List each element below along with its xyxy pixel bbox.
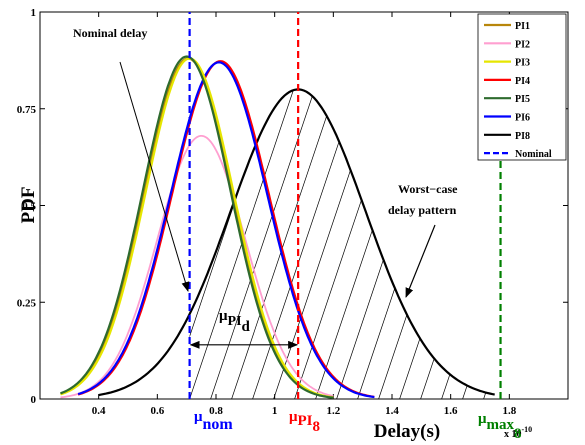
nominal-delay-arrow [119,61,190,292]
mu-pid-annotation: μPId [219,308,251,335]
x-tick-label: 1.2 [326,405,340,417]
x-axis-label: Delay(s) [374,421,440,442]
legend-label-nominal: Nominal [515,149,552,160]
worst-case-arrow [405,224,436,298]
series-pi5-curve [60,55,334,399]
x-tick-label: 0.6 [150,405,164,417]
x-tick-label: 1.6 [444,405,458,417]
x-tick-label: 0.8 [209,405,223,417]
legend-label-pi8: PI8 [515,131,530,142]
worst-case-annotation-line1: Worst−case [398,182,458,196]
series-pi8-curve [98,88,495,397]
hatch-line [231,89,362,400]
y-tick-label: 0.25 [17,297,37,309]
mu-nom-marker: μnom [194,409,233,433]
x-axis-exponent: x 10-10 [504,425,532,440]
y-axis-label: PDF [18,187,39,224]
legend-label-pi6: PI6 [515,113,530,124]
x-tick-label: 1 [272,405,278,417]
worst-case-annotation-line2: delay pattern [388,203,457,217]
mean-lines [188,12,502,399]
legend-label-pi2: PI2 [515,39,530,50]
legend: PI1 PI2 PI3 PI4 PI5 PI6 PI8 Nominal [477,13,567,161]
axis-ticks: 0.4 0.6 0.8 1 1.2 1.4 1.6 1.8 0 0.25 0.5 0.75 1 [17,7,568,417]
x-tick-label: 0.4 [92,405,106,417]
series-pi6-curve [77,61,375,399]
hatch-line [568,12,585,399]
x-tick-label: 1.4 [385,405,399,417]
mu-pi8-marker: μPI8 [289,409,320,435]
hatch-line [0,12,5,399]
series-pi4-curve [77,60,375,398]
y-tick-label: 0.75 [17,104,37,116]
nominal-delay-annotation: Nominal delay [73,26,147,40]
legend-label-pi3: PI3 [515,58,530,69]
legend-label-pi1: PI1 [515,21,530,32]
hatch-line [273,89,404,400]
y-tick-label: 1 [31,7,37,19]
series-pi3-curve [60,57,334,399]
hatch-line [189,89,320,400]
y-tick-label: 0 [31,394,37,406]
mu-max8-marker: μmax8 [478,411,522,442]
hatch-line [294,89,425,400]
pdf-curves [60,55,495,399]
series-pi2-curve [60,135,334,399]
x-tick-label: 1.8 [502,405,516,417]
legend-label-pi5: PI5 [515,94,530,105]
hatch-line [210,89,341,400]
y-tick-label: 0.5 [22,201,36,213]
legend-label-pi4: PI4 [515,76,530,87]
